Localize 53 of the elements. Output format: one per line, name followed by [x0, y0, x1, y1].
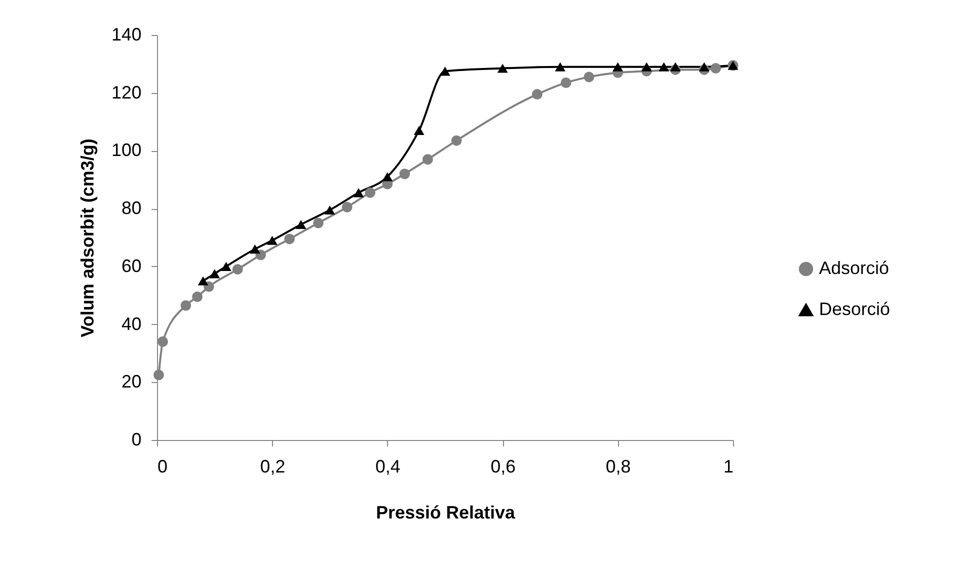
- point: [560, 78, 572, 88]
- point: [698, 62, 710, 72]
- point: [399, 168, 410, 180]
- point: [670, 62, 681, 72]
- y-tick-label: 100: [111, 140, 142, 160]
- point: [220, 262, 232, 271]
- y-tick-label: 20: [121, 372, 142, 392]
- point: [382, 172, 393, 182]
- legend-label: Adsorció: [819, 258, 890, 278]
- point: [296, 220, 306, 230]
- point: [158, 336, 168, 347]
- legend-label: Desorció: [819, 299, 890, 319]
- point: [440, 66, 450, 76]
- point: [209, 269, 220, 278]
- point: [198, 276, 208, 286]
- point: [266, 236, 278, 245]
- x-tick-label: 0,2: [260, 456, 286, 476]
- point: [313, 218, 324, 228]
- point: [497, 64, 508, 73]
- y-tick-label: 0: [131, 430, 142, 450]
- point: [710, 63, 721, 74]
- point: [451, 135, 462, 146]
- point: [192, 292, 203, 302]
- point: [641, 62, 652, 72]
- y-tick-label: 120: [111, 82, 142, 102]
- point: [232, 264, 243, 275]
- x-tick-label: 1: [723, 456, 734, 476]
- point: [584, 72, 594, 82]
- point: [255, 250, 266, 260]
- point: [342, 202, 352, 212]
- y-tick-label: 40: [121, 314, 142, 334]
- point: [422, 154, 433, 165]
- y-tick-label: 80: [121, 198, 142, 218]
- point: [658, 62, 670, 72]
- x-axis-title: Pressió Relativa: [376, 502, 516, 522]
- y-axis-title: Volum adsorbit (cm3/g): [77, 138, 98, 338]
- y-tick-label: 60: [121, 256, 142, 276]
- point: [153, 370, 164, 380]
- point: [532, 89, 542, 100]
- point: [324, 205, 336, 215]
- x-tick-label: 0,8: [606, 456, 631, 476]
- point: [554, 62, 566, 72]
- x-tick-label: 0: [158, 456, 168, 476]
- point: [414, 126, 424, 136]
- point: [612, 62, 624, 72]
- point: [353, 188, 364, 198]
- point: [284, 234, 295, 244]
- point: [180, 300, 192, 311]
- point: [250, 244, 260, 254]
- point: [364, 187, 376, 198]
- y-tick-label: 140: [111, 24, 142, 44]
- x-tick-label: 0,6: [490, 456, 516, 476]
- x-tick-label: 0,4: [375, 456, 400, 476]
